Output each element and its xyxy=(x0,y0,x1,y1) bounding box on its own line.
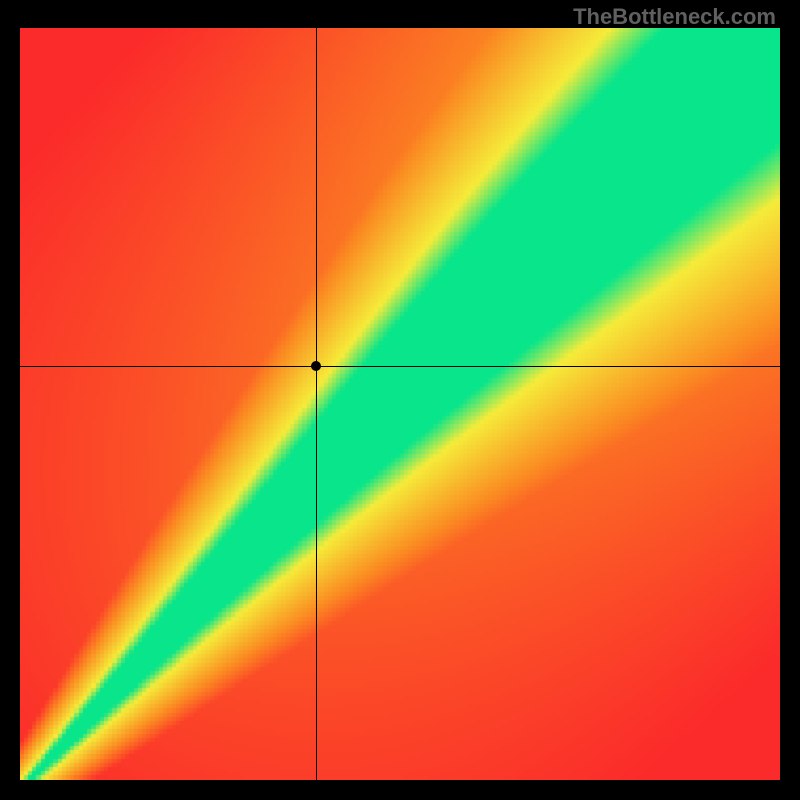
chart-container: TheBottleneck.com xyxy=(0,0,800,800)
crosshair-horizontal xyxy=(20,366,780,367)
attribution-label: TheBottleneck.com xyxy=(573,4,776,30)
crosshair-vertical xyxy=(316,28,317,780)
plot-area xyxy=(20,28,780,780)
bottleneck-heatmap xyxy=(20,28,780,780)
selection-marker xyxy=(311,361,321,371)
